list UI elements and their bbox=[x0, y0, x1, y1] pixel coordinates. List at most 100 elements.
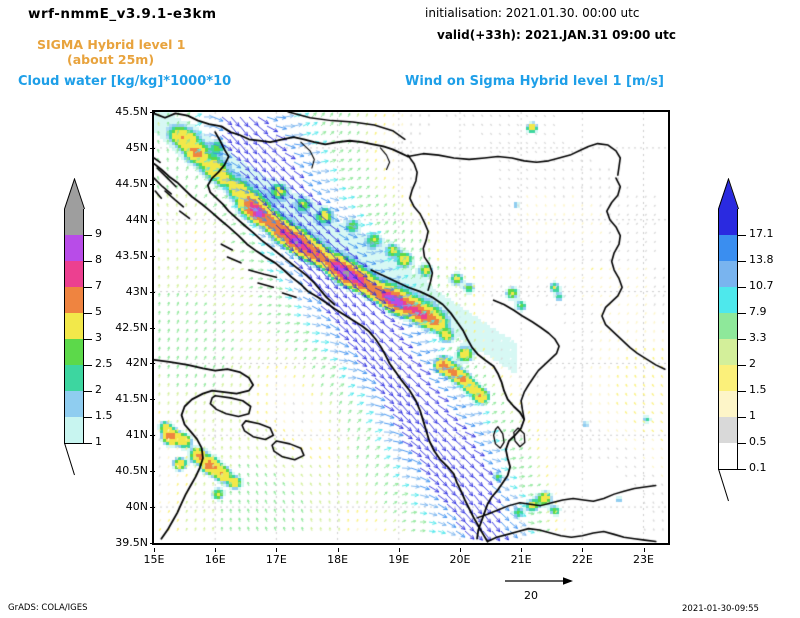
longitude-tick-mark bbox=[337, 548, 339, 552]
colorbar-band bbox=[64, 417, 84, 443]
colorbar-tick-label: 0.1 bbox=[749, 461, 767, 474]
latitude-tick-mark bbox=[150, 219, 155, 221]
level-description-line2: (about 25m) bbox=[67, 52, 155, 67]
wind-vector-scale bbox=[505, 573, 575, 589]
colorbar-tick-label: 7 bbox=[95, 279, 102, 292]
colorbar-band bbox=[64, 235, 84, 261]
longitude-tick-label: 21E bbox=[510, 553, 532, 566]
longitude-tick-mark bbox=[643, 548, 645, 552]
colorbar-tick-label: 1 bbox=[95, 435, 102, 448]
longitude-tick-mark bbox=[582, 548, 584, 552]
latitude-tick-label: 41N bbox=[125, 428, 148, 442]
colorbar-band bbox=[718, 339, 738, 365]
latitude-tick-label: 42.5N bbox=[115, 320, 148, 334]
longitude-tick-label: 17E bbox=[265, 553, 287, 566]
latitude-tick-label: 45N bbox=[125, 140, 148, 154]
colorbar-band bbox=[718, 235, 738, 261]
colorbar-bottom-cap bbox=[64, 443, 75, 476]
colorbar-tick-label: 1.5 bbox=[749, 383, 767, 396]
colorbar-band bbox=[718, 287, 738, 313]
colorbar-top-cap-outline bbox=[64, 178, 85, 210]
latitude-tick-mark bbox=[150, 147, 155, 149]
colorbar-tick-label: 9 bbox=[95, 227, 102, 240]
generation-timestamp: 2021-01-30-09:55 bbox=[682, 604, 759, 614]
longitude-tick-mark bbox=[215, 548, 217, 552]
colorbar-tick-mark bbox=[64, 443, 92, 444]
colorbar-band bbox=[718, 443, 738, 469]
latitude-tick-mark bbox=[150, 327, 155, 329]
colorbar-band bbox=[64, 261, 84, 287]
longitude-tick-label: 15E bbox=[143, 553, 165, 566]
longitude-tick-label: 16E bbox=[204, 553, 226, 566]
colorbar-tick-label: 2.5 bbox=[95, 357, 113, 370]
latitude-tick-label: 39.5N bbox=[115, 536, 148, 549]
latitude-tick-mark bbox=[150, 399, 155, 401]
wind-speed-colorbar: 17.1 13.8 10.7 7.9 3.3 2 1.5 1 0.5 0.1 bbox=[718, 175, 798, 502]
latitude-tick-mark bbox=[150, 507, 155, 509]
colorbar-band bbox=[64, 391, 84, 417]
longitude-axis: 15E 16E 17E 18E 19E 20E 21E 22E 23E bbox=[140, 548, 700, 570]
colorbar-tick-label: 1 bbox=[749, 409, 756, 422]
latitude-axis: 39.5N 40N 40.5N 41N 41.5N 42N 42.5N 43N 43.5N 44N… bbox=[108, 104, 155, 554]
longitude-tick-mark bbox=[398, 548, 400, 552]
latitude-tick-mark bbox=[150, 471, 155, 473]
colorbar-tick-label: 3.3 bbox=[749, 331, 767, 344]
longitude-tick-label: 18E bbox=[327, 553, 349, 566]
latitude-tick-mark bbox=[150, 112, 155, 113]
model-name: wrf-nmmE_v3.9.1-e3km bbox=[28, 6, 217, 22]
latitude-tick-mark bbox=[150, 435, 155, 437]
colorbar-band bbox=[64, 313, 84, 339]
colorbar-band bbox=[718, 417, 738, 443]
level-description-line1: SIGMA Hybrid level 1 bbox=[37, 37, 186, 52]
colorbar-tick-label: 2 bbox=[749, 357, 756, 370]
longitude-tick-mark bbox=[459, 548, 461, 552]
longitude-tick-label: 20E bbox=[449, 553, 471, 566]
colorbar-tick-label: 1.5 bbox=[95, 409, 113, 422]
colorbar-top-cap-outline bbox=[718, 178, 739, 210]
longitude-tick-label: 22E bbox=[571, 553, 593, 566]
colorbar-band bbox=[64, 287, 84, 313]
latitude-tick-mark bbox=[150, 255, 155, 257]
latitude-tick-label: 40.5N bbox=[115, 464, 148, 478]
longitude-tick-mark bbox=[154, 548, 155, 552]
latitude-tick-label: 45.5N bbox=[115, 105, 148, 118]
latitude-tick-label: 44N bbox=[125, 212, 148, 226]
valid-time: valid(+33h): 2021.JAN.31 09:00 utc bbox=[437, 28, 676, 42]
map-plot-area[interactable] bbox=[152, 110, 670, 545]
colorbar-band bbox=[718, 209, 738, 235]
colorbar-band bbox=[64, 209, 84, 235]
colorbar-tick-label: 13.8 bbox=[749, 253, 774, 266]
colorbar-top-cap bbox=[64, 179, 84, 209]
colorbar-tick-label: 0.5 bbox=[749, 435, 767, 448]
initialisation-time: initialisation: 2021.01.30. 00:00 utc bbox=[425, 6, 640, 20]
colorbar-band bbox=[718, 365, 738, 391]
latitude-tick-mark bbox=[150, 543, 155, 544]
latitude-tick-mark bbox=[150, 183, 155, 185]
longitude-tick-label: 19E bbox=[388, 553, 410, 566]
grads-credit: GrADS: COLA/IGES bbox=[8, 603, 88, 613]
latitude-tick-label: 41.5N bbox=[115, 392, 148, 406]
longitude-tick-label: 23E bbox=[633, 553, 654, 566]
colorbar-top-cap bbox=[718, 179, 738, 209]
latitude-tick-mark bbox=[150, 363, 155, 365]
colorbar-tick-mark bbox=[718, 469, 746, 470]
latitude-tick-label: 44.5N bbox=[115, 176, 148, 190]
weather-map-canvas bbox=[154, 112, 668, 543]
latitude-tick-label: 40N bbox=[125, 500, 148, 514]
latitude-tick-mark bbox=[150, 291, 155, 293]
colorbar-band bbox=[718, 391, 738, 417]
left-variable-title: Cloud water [kg/kg]*1000*10 bbox=[18, 74, 232, 89]
colorbar-tick-label: 5 bbox=[95, 305, 102, 318]
wind-vector-scale-label: 20 bbox=[524, 589, 538, 602]
colorbar-tick-label: 10.7 bbox=[749, 279, 774, 292]
colorbar-tick-label: 17.1 bbox=[749, 227, 774, 240]
colorbar-band bbox=[64, 365, 84, 391]
colorbar-tick-label: 3 bbox=[95, 331, 102, 344]
colorbar-tick-label: 7.9 bbox=[749, 305, 767, 318]
colorbar-bottom-cap bbox=[718, 469, 729, 502]
colorbar-band bbox=[718, 261, 738, 287]
colorbar-band bbox=[718, 313, 738, 339]
latitude-tick-label: 42N bbox=[125, 356, 148, 370]
colorbar-tick-label: 8 bbox=[95, 253, 102, 266]
longitude-tick-mark bbox=[521, 548, 523, 552]
